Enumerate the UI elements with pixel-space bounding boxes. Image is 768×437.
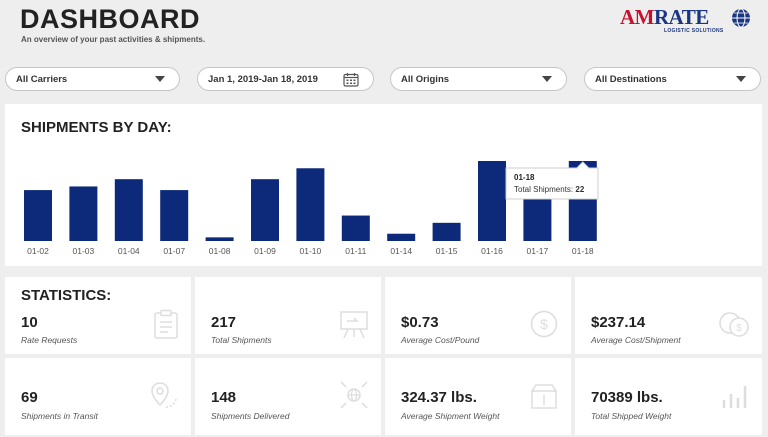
x-tick-label: 01-08 xyxy=(209,246,231,256)
stat-tile-total-weight: 70389 lbs. Total Shipped Weight xyxy=(575,358,762,435)
calendar-icon xyxy=(343,73,359,87)
stat-tile-rate-requests: STATISTICS: 10 Rate Requests xyxy=(5,277,191,354)
date-range-value: Jan 1, 2019-Jan 18, 2019 xyxy=(208,74,318,85)
svg-text:$: $ xyxy=(736,323,742,334)
globe-arrows-icon xyxy=(340,381,368,409)
stat-label: Shipments in Transit xyxy=(21,411,98,421)
chevron-down-icon xyxy=(155,76,165,82)
stat-tile-in-transit: 69 Shipments in Transit xyxy=(5,358,191,435)
x-tick-label: 01-17 xyxy=(527,246,549,256)
bars-icon xyxy=(722,386,747,408)
stat-value: $0.73 xyxy=(401,314,439,331)
x-tick-label: 01-15 xyxy=(436,246,458,256)
stat-tile-total-shipments: 217 Total Shipments xyxy=(195,277,381,354)
x-tick-label: 01-18 xyxy=(572,246,594,256)
tooltip-box xyxy=(505,167,599,200)
map-pin-icon xyxy=(151,382,177,408)
stat-value: 10 xyxy=(21,314,38,331)
chevron-down-icon xyxy=(542,76,552,82)
stat-label: Average Cost/Pound xyxy=(401,335,480,345)
stat-label: Average Cost/Shipment xyxy=(591,335,681,345)
chart-bar-01-14[interactable] xyxy=(387,233,416,241)
amrate-logo: AMRATE LOGISTIC SOLUTIONS xyxy=(620,7,752,35)
logo-word-rate: RATE xyxy=(654,5,709,29)
coins-icon: $ xyxy=(719,312,749,337)
page-title: DASHBOARD xyxy=(20,4,200,34)
stat-tile-delivered: 148 Shipments Delivered xyxy=(195,358,381,435)
chart-bar-01-15[interactable] xyxy=(432,222,461,241)
tooltip-value: Total Shipments: 22 xyxy=(514,185,585,194)
logo-word-am: AM xyxy=(620,5,655,29)
chart-bar-01-09[interactable] xyxy=(251,179,279,241)
destinations-select[interactable]: All Destinations xyxy=(584,67,761,91)
stat-tile-avg-cost-pound: $0.73 Average Cost/Pound $ xyxy=(385,277,571,354)
x-tick-label: 01-11 xyxy=(345,246,366,256)
stat-value: 69 xyxy=(21,389,38,406)
easel-icon xyxy=(340,311,368,339)
chart-bar-01-16[interactable] xyxy=(478,161,506,241)
chevron-down-icon xyxy=(736,76,746,82)
stat-value: 148 xyxy=(211,389,237,406)
chart-bar-01-03[interactable] xyxy=(69,186,98,241)
stat-tile-avg-weight: 324.37 lbs. Average Shipment Weight xyxy=(385,358,571,435)
x-tick-label: 01-10 xyxy=(300,246,322,256)
chart-title: SHIPMENTS BY DAY: xyxy=(21,119,172,136)
chart-bar-01-04[interactable] xyxy=(114,179,143,241)
shipments-chart-card: SHIPMENTS BY DAY: 01-02 01-03 01-04 01-07 01… xyxy=(5,104,762,266)
stat-tile-avg-cost-shipment: $237.14 Average Cost/Shipment $ xyxy=(575,277,762,354)
stat-value: 217 xyxy=(211,314,237,331)
stat-label: Total Shipments xyxy=(211,335,272,345)
stat-value: 324.37 lbs. xyxy=(401,389,477,406)
stat-label: Total Shipped Weight xyxy=(591,411,672,421)
x-tick-label: 01-03 xyxy=(73,246,95,256)
globe-icon xyxy=(732,8,750,28)
statistics-title: STATISTICS: xyxy=(21,287,112,304)
destinations-select-value: All Destinations xyxy=(595,74,667,85)
stat-label: Rate Requests xyxy=(21,335,78,345)
chart-tooltip: 01-18 Total Shipments: 22 xyxy=(505,161,599,200)
stat-value: 70389 lbs. xyxy=(591,389,663,406)
date-range-picker[interactable]: Jan 1, 2019-Jan 18, 2019 xyxy=(197,67,374,91)
shipments-bar-chart: 01-02 01-03 01-04 01-07 01-08 01-09 01-10 01-11… xyxy=(24,161,599,256)
tooltip-category: 01-18 xyxy=(514,173,535,182)
x-tick-label: 01-09 xyxy=(254,246,276,256)
dollar-coin-icon: $ xyxy=(530,310,558,338)
stat-label: Shipments Delivered xyxy=(211,411,290,421)
page-subtitle: An overview of your past activities & sh… xyxy=(21,35,206,44)
stat-label: Average Shipment Weight xyxy=(401,411,500,421)
box-icon xyxy=(531,384,557,409)
x-tick-label: 01-14 xyxy=(390,246,412,256)
clipboard-icon xyxy=(154,309,178,339)
chart-bar-01-07[interactable] xyxy=(160,190,189,241)
x-tick-label: 01-04 xyxy=(118,246,140,256)
svg-text:$: $ xyxy=(540,316,548,332)
chart-bar-01-08[interactable] xyxy=(205,237,234,241)
x-tick-label: 01-02 xyxy=(27,246,49,256)
origins-select-value: All Origins xyxy=(401,74,450,85)
x-tick-label: 01-16 xyxy=(481,246,503,256)
carriers-select-value: All Carriers xyxy=(16,74,68,85)
carriers-select[interactable]: All Carriers xyxy=(5,67,180,91)
chart-bar-01-10[interactable] xyxy=(296,168,325,241)
x-tick-label: 01-07 xyxy=(163,246,185,256)
chart-bar-01-11[interactable] xyxy=(341,215,370,241)
chart-bar-01-02[interactable] xyxy=(24,190,52,241)
statistics-grid: STATISTICS: 10 Rate Requests 217 Total S… xyxy=(5,277,762,437)
logo-tagline: LOGISTIC SOLUTIONS xyxy=(664,28,724,34)
origins-select[interactable]: All Origins xyxy=(390,67,567,91)
stat-value: $237.14 xyxy=(591,314,646,331)
